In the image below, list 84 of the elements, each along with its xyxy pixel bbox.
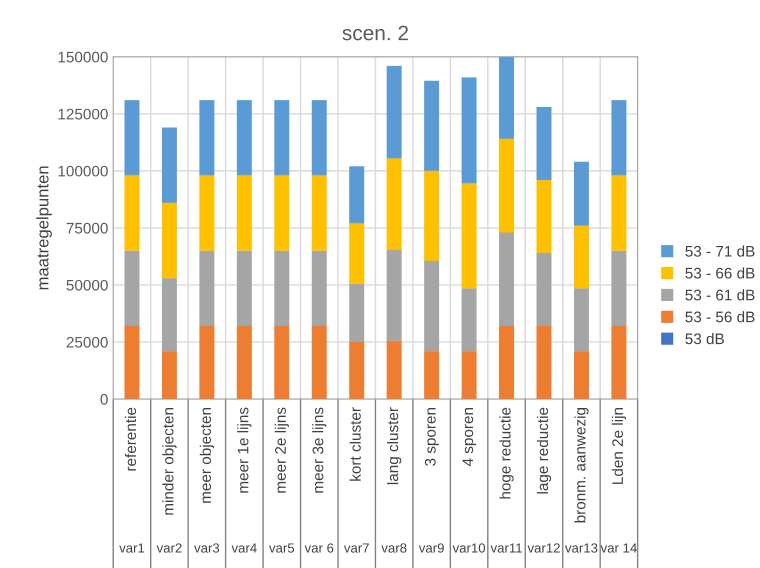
y-tick-label: 125000 — [58, 108, 108, 120]
y-tick-label: 50000 — [66, 280, 108, 291]
legend-label: 53 - 56 dB — [685, 311, 754, 322]
bar — [611, 100, 626, 176]
bar — [386, 340, 402, 400]
bar — [574, 226, 589, 288]
bar — [312, 250, 327, 326]
bar — [424, 351, 440, 400]
bar — [124, 175, 140, 251]
bar — [162, 202, 177, 278]
category-label: meer 2e lijns var5 — [269, 408, 294, 553]
bar — [536, 106, 552, 180]
category-label: meer 1e lijns var4 — [232, 408, 257, 553]
bar — [312, 175, 327, 251]
bar — [462, 351, 477, 400]
bar — [386, 66, 402, 158]
y-axis-title: maatregelpunten — [36, 166, 52, 290]
y-tick-label: 25000 — [66, 336, 108, 348]
chart-title: scen. 2 — [342, 26, 408, 40]
category-label: Lden 2e lijn var 14 — [600, 408, 637, 553]
category-label: minder objecten var2 — [156, 408, 182, 553]
bar — [274, 100, 290, 176]
bar — [499, 138, 514, 232]
bar — [312, 100, 327, 176]
category-label: meer 3e lijns var 6 — [304, 408, 334, 553]
category-label: 4 sporen var10 — [452, 408, 486, 553]
bar — [499, 326, 514, 400]
bar — [386, 250, 402, 341]
bar — [199, 100, 214, 176]
bar — [349, 166, 364, 224]
bar — [162, 128, 177, 203]
bar — [462, 288, 477, 352]
bar — [124, 100, 140, 176]
legend-label: 53 - 71 dB — [685, 245, 754, 257]
bar — [462, 183, 477, 288]
y-tick-label: 0 — [100, 394, 108, 405]
bar — [574, 351, 589, 400]
y-tick-label: 100000 — [58, 166, 108, 177]
bar — [386, 158, 402, 250]
bar — [162, 351, 177, 400]
bar — [124, 326, 140, 400]
category-label: referentie var1 — [119, 408, 144, 553]
legend-label: 53 - 61 dB — [685, 289, 754, 300]
legend-label: 53 dB — [685, 332, 724, 344]
bar — [236, 326, 252, 400]
bar — [349, 223, 364, 284]
bar — [499, 56, 514, 139]
bar — [124, 250, 140, 326]
bar — [574, 288, 589, 352]
bar — [536, 253, 552, 326]
bar — [274, 250, 290, 326]
bar — [424, 170, 440, 261]
category-label: bronm. aanwezig var13 — [565, 408, 598, 553]
bar — [462, 77, 477, 184]
category-label: lage reductie var12 — [528, 408, 560, 553]
bar — [574, 162, 589, 226]
category-label: lang cluster var8 — [381, 407, 406, 553]
bar — [349, 284, 364, 342]
bar — [611, 326, 626, 400]
bar — [199, 250, 214, 326]
bar — [236, 250, 252, 326]
y-tick-label: 150000 — [58, 52, 108, 62]
bar — [536, 326, 552, 400]
category-label: 3 sporen var9 — [418, 408, 444, 553]
bar — [199, 326, 214, 400]
y-tick-label: 75000 — [66, 222, 108, 234]
bar — [536, 180, 552, 254]
bar — [236, 100, 252, 176]
bar — [162, 278, 177, 352]
bar — [312, 326, 327, 400]
bar — [424, 80, 440, 171]
bar — [236, 175, 252, 251]
category-label: kort cluster var7 — [344, 407, 369, 553]
category-label: hoge reductie var11 — [490, 408, 522, 553]
legend-label: 53 - 66 dB — [685, 267, 754, 279]
bar — [199, 175, 214, 251]
bar — [424, 260, 440, 352]
bar — [349, 342, 364, 400]
bar — [611, 250, 626, 326]
bar — [274, 326, 290, 400]
bar — [499, 232, 514, 326]
bar — [611, 175, 626, 251]
bar — [274, 175, 290, 251]
category-label: meer objecten var3 — [194, 408, 220, 553]
